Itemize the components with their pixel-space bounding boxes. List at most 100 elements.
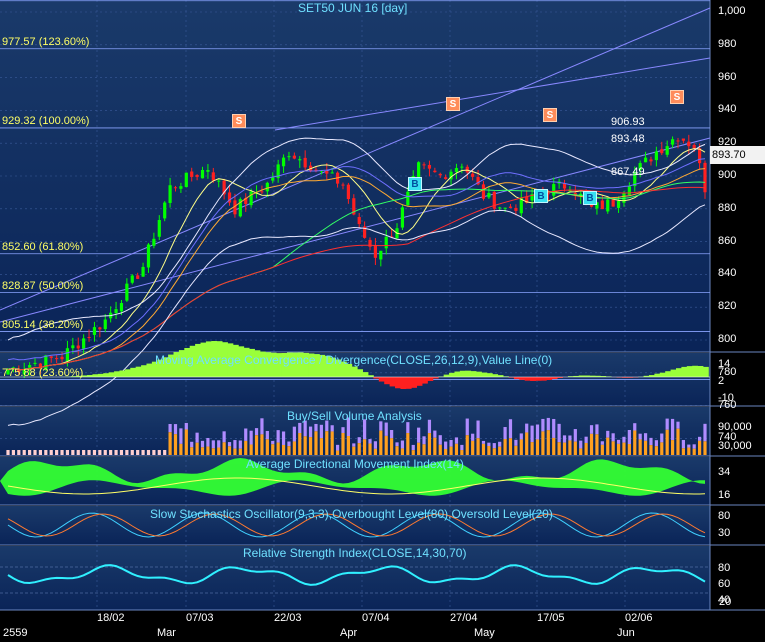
volume-sell-bar <box>330 431 334 455</box>
ma-line-blue <box>7 158 706 361</box>
volume-sell-bar <box>498 446 502 455</box>
volume-pane-title: Buy/Sell Volume Analysis <box>287 409 422 423</box>
volume-sell-bar <box>616 443 621 455</box>
volume-sell-bar <box>335 450 340 455</box>
volume-sell-bar <box>508 438 513 455</box>
volume-sell-bar <box>168 432 172 455</box>
volume-sell-bar <box>541 431 545 455</box>
volume-sell-bar <box>519 439 523 455</box>
macd-histogram-bar <box>681 366 688 377</box>
macd-histogram-bar <box>465 370 472 377</box>
candle-body <box>276 164 280 179</box>
volume-buy-bar <box>465 418 469 436</box>
candle-body <box>298 159 302 161</box>
volume-buy-bar <box>541 418 545 432</box>
macd-histogram-bar <box>470 371 477 377</box>
macd-histogram-bar <box>378 377 385 382</box>
volume-buy-bar <box>330 425 334 432</box>
volume-sell-bar <box>184 429 188 455</box>
volume-sell-bar <box>633 430 637 455</box>
candle-body <box>438 173 442 176</box>
volume-sell-bar <box>417 442 421 455</box>
rsi-axis-label: 80 <box>718 562 731 574</box>
candle-body <box>173 187 178 189</box>
volume-bar <box>87 450 91 455</box>
volume-sell-bar <box>449 446 453 455</box>
macd-histogram-bar <box>357 369 364 377</box>
x-axis-date-label: 27/04 <box>450 612 478 624</box>
buy-signal-marker[interactable]: B <box>408 177 422 191</box>
macd-histogram-bar <box>135 366 142 377</box>
sell-signal-marker[interactable]: S <box>543 108 557 122</box>
candle-body <box>616 200 621 208</box>
macd-histogram-bar <box>459 370 466 377</box>
x-axis-month-label: May <box>474 627 495 639</box>
volume-bar <box>119 450 124 455</box>
sell-signal-marker[interactable]: S <box>670 90 684 104</box>
macd-axis-label: -10 <box>718 392 734 404</box>
volume-buy-bar <box>687 444 691 448</box>
sell-signal-marker[interactable]: S <box>446 97 460 111</box>
macd-histogram-bar <box>340 361 347 377</box>
candle-body <box>552 184 556 196</box>
volume-sell-bar <box>249 444 253 455</box>
candle-body <box>454 168 459 172</box>
macd-histogram-bar <box>351 366 358 377</box>
volume-sell-bar <box>649 445 653 455</box>
candle-body <box>71 345 75 349</box>
volume-buy-bar <box>627 429 631 445</box>
candle-body <box>487 192 491 198</box>
candle-body <box>654 151 658 161</box>
macd-histogram-bar <box>675 368 682 377</box>
volume-buy-bar <box>265 430 269 440</box>
candle-body <box>638 163 642 171</box>
macd-histogram-bar <box>400 377 407 389</box>
volume-buy-bar <box>568 435 572 441</box>
macd-histogram-bar <box>567 376 574 377</box>
volume-bar <box>103 450 107 455</box>
macd-histogram-bar <box>540 377 547 381</box>
adx-line <box>7 477 706 495</box>
macd-histogram-bar <box>189 345 196 377</box>
adx-area <box>0 458 705 496</box>
volume-bar <box>71 450 75 455</box>
chart-title: SET50 JUN 16 [day] <box>298 1 408 15</box>
fib-level-label: 775.88 (23.60%) <box>2 366 84 379</box>
price-axis-label: 780 <box>718 365 737 378</box>
volume-bar <box>136 450 140 455</box>
candle-body <box>665 146 669 155</box>
macd-histogram-bar <box>530 377 536 381</box>
volume-sell-bar <box>173 434 178 455</box>
volume-sell-bar <box>444 448 448 455</box>
macd-histogram-bar <box>130 367 137 377</box>
volume-buy-bar <box>498 441 502 447</box>
volume-buy-bar <box>308 426 313 438</box>
volume-buy-bar <box>600 441 604 445</box>
sell-signal-marker[interactable]: S <box>232 114 246 128</box>
volume-buy-bar <box>487 442 491 446</box>
candle-body <box>206 170 210 172</box>
candle-body <box>82 338 86 349</box>
volume-buy-bar <box>233 440 237 449</box>
volume-sell-bar <box>535 439 540 455</box>
candle-body <box>227 192 232 203</box>
volume-buy-bar <box>271 440 275 445</box>
fib-level-label: 977.57 (123.60%) <box>2 35 90 48</box>
buy-signal-marker[interactable]: B <box>534 189 548 203</box>
candle-body <box>595 202 599 209</box>
macd-histogram-bar <box>330 357 336 377</box>
macd-histogram-bar <box>103 373 110 377</box>
candle-body <box>687 141 691 147</box>
volume-sell-bar <box>287 446 291 455</box>
volume-sell-bar <box>190 447 194 455</box>
volume-sell-bar <box>595 434 599 455</box>
candle-body <box>643 157 648 163</box>
axis-background <box>710 0 765 642</box>
volume-buy-bar <box>665 418 669 430</box>
trend-channel-line <box>0 137 711 323</box>
upper-band-label: 906.93 <box>611 116 645 128</box>
x-axis-year-label: 2559 <box>3 627 28 639</box>
volume-buy-bar <box>589 425 594 434</box>
buy-signal-marker[interactable]: B <box>583 191 597 205</box>
